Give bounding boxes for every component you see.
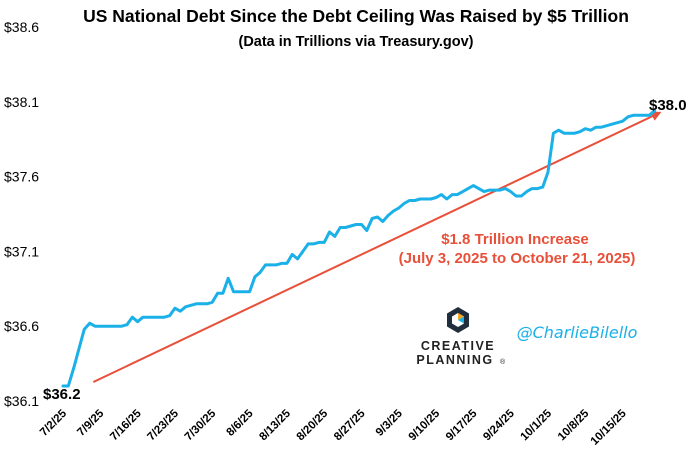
creative-planning-logo: CREATIVE PLANNING ®	[416, 307, 506, 367]
x-tick-label: 9/3/25	[374, 407, 406, 439]
logo-registered-mark: ®	[500, 358, 506, 366]
x-tick-label: 9/10/25	[407, 407, 443, 443]
y-tick-label: $38.1	[4, 94, 39, 110]
x-tick-label: 7/16/25	[108, 407, 144, 443]
x-tick-label: 8/13/25	[257, 407, 293, 443]
logo-text-creative: CREATIVE	[421, 339, 495, 353]
x-tick-label: 7/9/25	[75, 407, 107, 439]
increase-annotation: $1.8 Trillion Increase	[441, 231, 589, 248]
y-tick-label: $36.6	[4, 318, 39, 334]
chart-title: US National Debt Since the Debt Ceiling …	[83, 6, 629, 26]
start-value-label: $36.2	[43, 386, 81, 403]
trend-arrow	[92, 111, 662, 383]
x-tick-label: 8/27/25	[332, 407, 368, 443]
x-tick-label: 10/1/25	[519, 407, 555, 443]
x-tick-label: 8/6/25	[225, 407, 257, 439]
y-tick-label: $37.1	[4, 243, 39, 259]
x-tick-label: 7/23/25	[145, 407, 181, 443]
x-tick-label: 8/20/25	[295, 407, 331, 443]
logo-text-planning: PLANNING	[416, 353, 493, 367]
x-axis-ticks: 7/2/25 7/9/25 7/16/25 7/23/25 7/30/25 8/6/25 8…	[38, 407, 629, 448]
x-tick-label: 10/15/25	[589, 407, 630, 448]
y-tick-label: $37.6	[4, 169, 39, 185]
author-handle: @CharlieBilello	[517, 323, 638, 342]
y-tick-label: $38.6	[4, 19, 39, 35]
y-axis-ticks: $38.6 $38.1 $37.6 $37.1 $36.6 $36.1	[4, 19, 39, 409]
x-tick-label: 10/8/25	[556, 407, 592, 443]
y-tick-label: $36.1	[4, 393, 39, 409]
x-tick-label: 7/30/25	[183, 407, 219, 443]
x-tick-label: 9/24/25	[481, 407, 517, 443]
end-value-label: $38.0	[649, 97, 687, 114]
series-line-us-national-debt	[61, 109, 657, 388]
x-tick-label: 9/17/25	[444, 407, 480, 443]
increase-period-annotation: (July 3, 2025 to October 21, 2025)	[399, 250, 636, 267]
chart-subtitle: (Data in Trillions via Treasury.gov)	[238, 34, 473, 50]
creative-planning-logo-mark	[447, 307, 469, 333]
x-tick-label: 7/2/25	[38, 407, 70, 439]
